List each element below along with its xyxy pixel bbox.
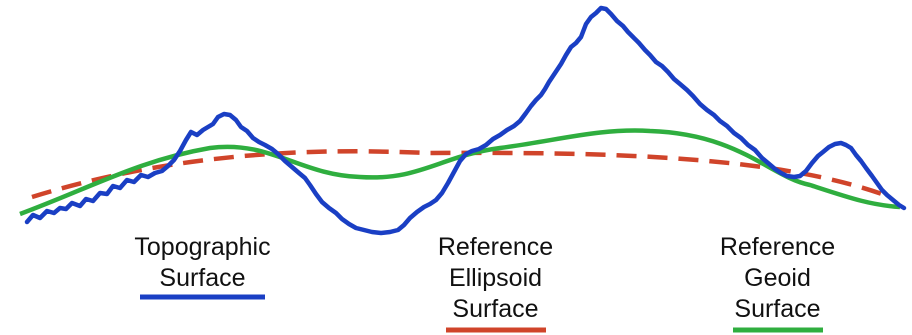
legend-ellipsoid-line2: Ellipsoid xyxy=(448,264,543,292)
legend-topographic-line1: Topographic xyxy=(134,233,271,261)
legend-ellipsoid-line1: Reference xyxy=(437,233,554,261)
legend-geoid-line1: Reference xyxy=(719,233,836,261)
legend-topographic: Topographic Surface xyxy=(105,232,300,302)
ellipsoid-surface-curve xyxy=(31,149,891,200)
legend-ellipsoid-swatch xyxy=(446,327,546,333)
legend-topographic-line2: Surface xyxy=(159,264,246,292)
legend-topographic-swatch xyxy=(140,294,265,300)
legend-geoid-line3: Surface xyxy=(734,295,821,323)
legend-geoid-swatch xyxy=(733,327,823,333)
geoid-surface-curve xyxy=(19,128,901,217)
legend-ellipsoid: Reference Ellipsoid Surface xyxy=(398,232,593,325)
legend-geoid-line2: Geoid xyxy=(744,264,811,292)
topographic-surface-curve xyxy=(24,5,907,236)
legend-ellipsoid-line3: Surface xyxy=(452,295,539,323)
legend-geoid: Reference Geoid Surface xyxy=(680,232,875,325)
